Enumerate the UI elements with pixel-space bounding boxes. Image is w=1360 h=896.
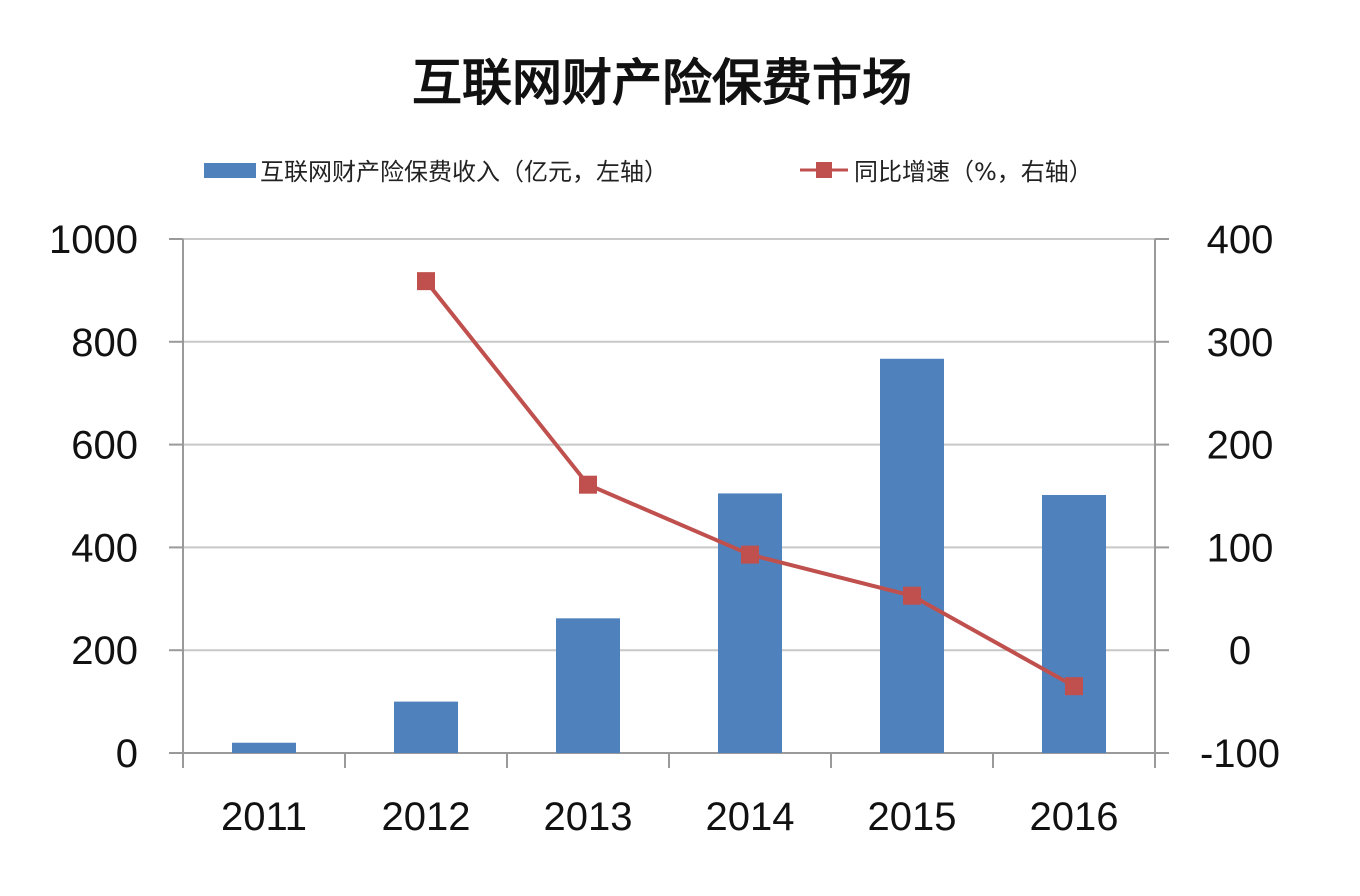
left-tick-label: 1000 <box>49 218 138 262</box>
x-tick-label: 2013 <box>544 795 633 839</box>
growth-point-2013 <box>579 475 597 494</box>
line-series <box>417 272 1083 696</box>
bar-2016 <box>1042 494 1106 753</box>
bar-2014 <box>718 493 782 753</box>
legend-bar-label: 互联网财产险保费收入（亿元，左轴） <box>260 158 668 186</box>
left-tick-label: 800 <box>71 321 138 365</box>
growth-point-2015 <box>903 586 921 605</box>
right-tick-label: 400 <box>1207 218 1274 262</box>
right-tick-label: 0 <box>1229 629 1251 673</box>
left-tick-label: 400 <box>71 526 138 570</box>
left-tick-label: 200 <box>71 629 138 673</box>
right-axis-ticks: 400 300 200 100 0 -100 <box>1200 218 1280 776</box>
left-tick-label: 0 <box>116 732 138 776</box>
right-tick-label: 300 <box>1207 321 1274 365</box>
x-tick-label: 2014 <box>706 795 795 839</box>
growth-point-2012 <box>417 272 435 291</box>
bar-2013 <box>556 618 620 753</box>
bar-series <box>232 358 1106 753</box>
bar-2011 <box>232 742 296 753</box>
legend-bar-swatch <box>204 163 256 178</box>
growth-point-2016 <box>1065 677 1083 696</box>
x-tick-label: 2015 <box>868 795 957 839</box>
right-tick-label: 100 <box>1207 526 1274 570</box>
right-tick-label: -100 <box>1200 732 1280 776</box>
legend: 互联网财产险保费收入（亿元，左轴） 同比增速（%，右轴） <box>204 158 1093 186</box>
left-axis-ticks: 1000 800 600 400 200 0 <box>49 218 138 776</box>
x-axis-ticks: 2011 2012 2013 2014 2015 2016 <box>221 795 1119 839</box>
legend-line-label: 同比增速（%，右轴） <box>854 158 1093 186</box>
x-tick-label: 2011 <box>221 795 307 839</box>
chart-title: 互联网财产险保费市场 <box>412 54 912 112</box>
bar-2012 <box>394 701 458 753</box>
x-tick-label: 2016 <box>1030 795 1119 839</box>
right-tick-label: 200 <box>1207 424 1274 468</box>
growth-point-2014 <box>741 545 759 564</box>
x-tick-label: 2012 <box>382 795 471 839</box>
left-tick-label: 600 <box>71 424 138 468</box>
legend-line-marker <box>816 162 832 178</box>
gridlines <box>183 238 1155 652</box>
bar-2015 <box>880 358 944 753</box>
axes <box>169 238 1169 768</box>
